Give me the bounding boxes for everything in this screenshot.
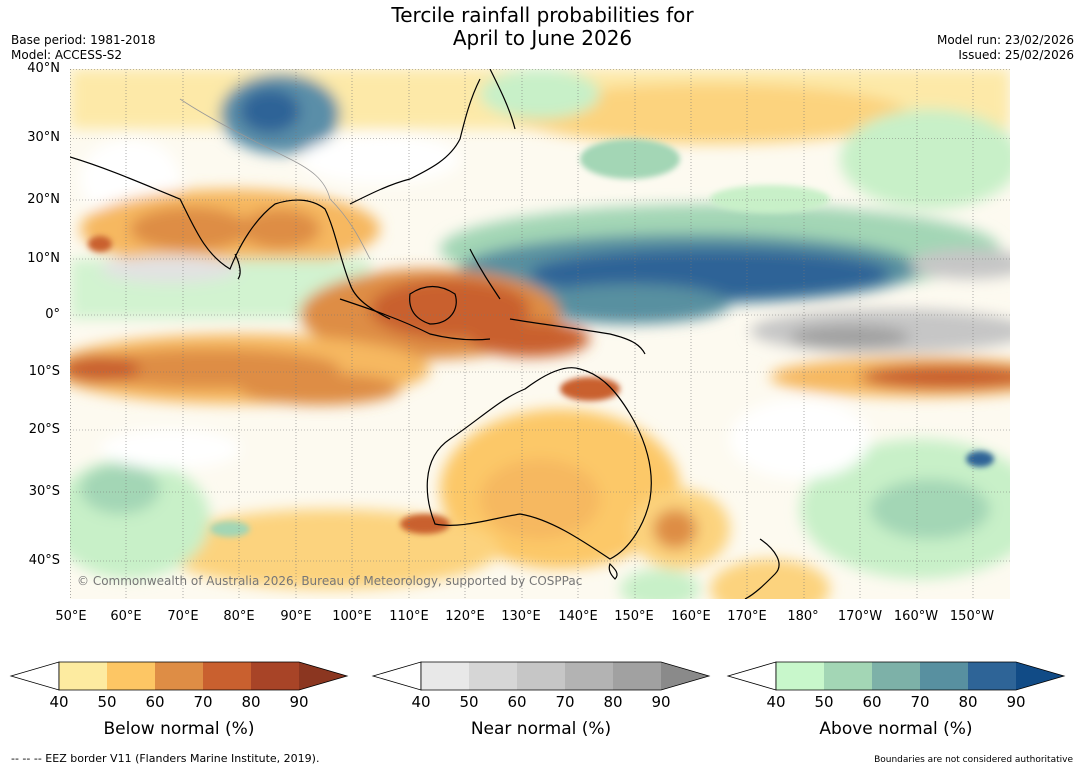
above-swatch-0 <box>776 662 824 690</box>
country-borders <box>179 98 371 260</box>
near-tick: 80 <box>603 693 623 711</box>
lon-label: 160°E <box>671 609 711 624</box>
coastlines <box>70 69 780 599</box>
lat-label: 10°N <box>27 251 60 266</box>
near-swatch-2 <box>517 662 565 690</box>
lat-label: 30°N <box>27 130 60 145</box>
lon-label: 60°E <box>110 609 142 624</box>
title-line-2: April to June 2026 <box>452 26 633 50</box>
lon-label: 150°E <box>614 609 654 624</box>
lon-label: 180° <box>787 609 819 624</box>
lon-label: 140°E <box>558 609 598 624</box>
below-tick: 90 <box>289 693 309 711</box>
above-swatch-5 <box>1016 662 1064 690</box>
new-zealand <box>744 538 780 599</box>
lat-label: 40°S <box>28 553 60 568</box>
above-tick: 40 <box>766 693 786 711</box>
japan-korea <box>489 69 516 130</box>
near-tick: 60 <box>507 693 527 711</box>
below-normal-colorbar <box>9 661 349 691</box>
lon-label: 80°E <box>223 609 255 624</box>
lon-label: 70°E <box>167 609 199 624</box>
above-tick: 70 <box>910 693 930 711</box>
near-swatch-3 <box>565 662 613 690</box>
near-normal-colorbar <box>371 661 711 691</box>
lon-label: 100°E <box>332 609 372 624</box>
model-name: Model: ACCESS-S2 <box>11 48 123 62</box>
below-swatch-4 <box>251 662 299 690</box>
near-tick: 50 <box>459 693 479 711</box>
sumatra-java <box>339 298 491 341</box>
above-normal-label: Above normal (%) <box>819 719 973 739</box>
below-swatch-3 <box>203 662 251 690</box>
below-tick: 60 <box>145 693 165 711</box>
boundary-disclaimer: Boundaries are not considered authoritat… <box>874 755 1073 765</box>
tasmania <box>608 562 618 580</box>
philippines <box>469 248 501 300</box>
below-swatch-0 <box>59 662 107 690</box>
meta-right: Model run: 23/02/2026 Issued: 25/02/2026 <box>937 33 1074 63</box>
below-tick: 50 <box>97 693 117 711</box>
above-normal-colorbar <box>726 661 1066 691</box>
map-title: Tercile rainfall probabilities for April… <box>0 4 1085 50</box>
new-guinea <box>509 318 646 355</box>
below-tick: 70 <box>193 693 213 711</box>
near-swatch-5 <box>661 662 709 690</box>
probability-field <box>70 69 1010 599</box>
colorbars <box>9 661 1066 691</box>
graticule <box>70 69 1010 599</box>
sri-lanka <box>234 253 241 280</box>
above-swatch-1 <box>824 662 872 690</box>
lat-label: 0° <box>45 307 60 322</box>
above-tick: 60 <box>862 693 882 711</box>
lat-label: 10°S <box>28 364 60 379</box>
asia-coast <box>70 156 391 320</box>
near-tick: 70 <box>555 693 575 711</box>
meta-left: Base period: 1981-2018 Model: ACCESS-S2 <box>11 33 156 63</box>
lat-label: 20°N <box>27 192 60 207</box>
lon-label: 170°E <box>727 609 767 624</box>
issued-date: Issued: 25/02/2026 <box>958 48 1074 62</box>
lon-label: 90°E <box>280 609 312 624</box>
lon-label: 150°W <box>949 609 995 624</box>
lon-label: 170°W <box>837 609 883 624</box>
below-swatch-5 <box>299 662 347 690</box>
title-line-1: Tercile rainfall probabilities for <box>391 3 694 27</box>
china-coast <box>349 78 481 205</box>
lon-label: 50°E <box>55 609 87 624</box>
below-tick: 40 <box>49 693 69 711</box>
base-period: Base period: 1981-2018 <box>11 33 156 47</box>
near-tick: 40 <box>411 693 431 711</box>
lon-label: 120°E <box>445 609 485 624</box>
map-copyright: © Commonwealth of Australia 2026, Bureau… <box>77 574 583 588</box>
australia <box>426 367 652 560</box>
lon-label: 160°W <box>893 609 939 624</box>
lat-label: 30°S <box>28 484 60 499</box>
model-run: Model run: 23/02/2026 <box>936 33 1074 47</box>
probability-map <box>70 69 1010 599</box>
near-swatch-1 <box>469 662 517 690</box>
lat-label: 40°N <box>27 61 60 76</box>
above-tick: 90 <box>1006 693 1026 711</box>
borneo <box>409 285 457 325</box>
above-swatch-3 <box>920 662 968 690</box>
near-normal-label: Near normal (%) <box>470 719 612 739</box>
above-tick: 80 <box>958 693 978 711</box>
below-normal-label: Below normal (%) <box>103 719 255 739</box>
near-swatch-0 <box>421 662 469 690</box>
lat-label: 20°S <box>28 422 60 437</box>
below-tick: 80 <box>241 693 261 711</box>
near-swatch-4 <box>613 662 661 690</box>
below-swatch-1 <box>107 662 155 690</box>
eez-note: -- -- -- EEZ border V11 (Flanders Marine… <box>11 752 320 765</box>
below-swatch-2 <box>155 662 203 690</box>
lon-label: 130°E <box>501 609 541 624</box>
above-swatch-4 <box>968 662 1016 690</box>
map-svg <box>70 69 1010 599</box>
lon-label: 110°E <box>389 609 429 624</box>
above-tick: 50 <box>814 693 834 711</box>
above-swatch-2 <box>872 662 920 690</box>
probability-detail <box>88 139 994 537</box>
near-tick: 90 <box>651 693 671 711</box>
